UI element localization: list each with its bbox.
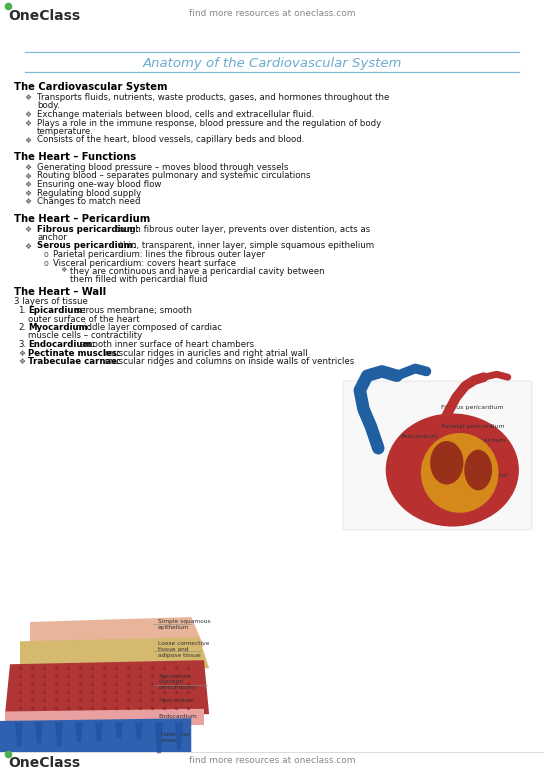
Text: ❖: ❖: [18, 349, 25, 357]
Text: Generating blood pressure – moves blood through vessels: Generating blood pressure – moves blood …: [37, 163, 288, 172]
Text: 2.: 2.: [18, 323, 26, 332]
Text: Fibrous pericardium: Fibrous pericardium: [441, 405, 504, 410]
Text: Routing blood – separates pulmonary and systemic circulations: Routing blood – separates pulmonary and …: [37, 172, 311, 180]
Text: Endocardium: Endocardium: [158, 715, 197, 719]
Text: ❖: ❖: [24, 197, 31, 206]
Text: outer surface of the heart: outer surface of the heart: [28, 314, 140, 323]
Text: Anatomy of the Cardiovascular System: Anatomy of the Cardiovascular System: [143, 57, 401, 70]
Text: Pectinate muscles:: Pectinate muscles:: [28, 349, 120, 357]
Text: muscle cells – contractility: muscle cells – contractility: [28, 332, 142, 340]
Text: ❖: ❖: [18, 357, 25, 366]
Text: The Heart – Pericardium: The Heart – Pericardium: [14, 213, 150, 223]
Polygon shape: [20, 638, 209, 668]
Text: temperature.: temperature.: [37, 127, 94, 136]
Text: Changes to match need: Changes to match need: [37, 197, 140, 206]
Text: Visceral pericardium: covers heart surface: Visceral pericardium: covers heart surfa…: [53, 259, 236, 267]
Text: Endocardium:: Endocardium:: [28, 340, 95, 349]
Text: Simple squamous
epithelium: Simple squamous epithelium: [158, 619, 211, 630]
Text: ❖: ❖: [24, 110, 31, 119]
Text: Loose connective
tissue and
adipose tissue: Loose connective tissue and adipose tiss…: [158, 641, 209, 658]
Text: Myocardium:: Myocardium:: [28, 323, 91, 332]
Text: muscular ridges and columns on inside walls of ventricles: muscular ridges and columns on inside wa…: [102, 357, 354, 366]
Text: OneClass: OneClass: [8, 756, 80, 770]
Text: body.: body.: [37, 102, 60, 111]
Polygon shape: [55, 722, 63, 745]
Text: ❖: ❖: [24, 163, 31, 172]
Text: OneClass: OneClass: [8, 9, 80, 23]
Text: anchor: anchor: [37, 233, 67, 242]
Text: Visceral pericardium
(or epicardium): Visceral pericardium (or epicardium): [441, 438, 506, 449]
Text: thin, transparent, inner layer, simple squamous epithelium: thin, transparent, inner layer, simple s…: [117, 242, 374, 250]
Polygon shape: [75, 722, 83, 750]
Text: Serous pericardium:: Serous pericardium:: [37, 242, 136, 250]
Text: Trabeculae carnae:: Trabeculae carnae:: [28, 357, 121, 366]
Text: ❖: ❖: [24, 172, 31, 180]
Text: they are continuous and have a pericardial cavity between: they are continuous and have a pericardi…: [70, 267, 325, 276]
Text: ❖: ❖: [24, 93, 31, 102]
Polygon shape: [30, 617, 204, 647]
Text: The Heart – Functions: The Heart – Functions: [14, 152, 136, 162]
Text: Plays a role in the immune response, blood pressure and the regulation of body: Plays a role in the immune response, blo…: [37, 119, 381, 128]
Text: Consists of the heart, blood vessels, capillary beds and blood.: Consists of the heart, blood vessels, ca…: [37, 136, 305, 145]
Text: Epicardium:: Epicardium:: [28, 306, 86, 315]
Text: Trabeculae
carnae: Trabeculae carnae: [158, 732, 190, 742]
Text: find more resources at oneclass.com: find more resources at oneclass.com: [189, 9, 355, 18]
Text: ❖: ❖: [24, 180, 31, 189]
Text: tough fibrous outer layer, prevents over distention, acts as: tough fibrous outer layer, prevents over…: [113, 225, 370, 233]
Text: ❖: ❖: [24, 225, 31, 233]
Text: find more resources at oneclass.com: find more resources at oneclass.com: [189, 756, 355, 765]
Text: 3.: 3.: [18, 340, 26, 349]
Polygon shape: [175, 722, 183, 755]
FancyBboxPatch shape: [343, 381, 532, 530]
Text: them filled with pericardial fluid: them filled with pericardial fluid: [70, 276, 207, 284]
Polygon shape: [135, 722, 143, 740]
Text: Exchange materials between blood, cells and extracellular fluid.: Exchange materials between blood, cells …: [37, 110, 314, 119]
Text: The Heart – Wall: The Heart – Wall: [14, 287, 106, 297]
Text: Pericardium: Pericardium: [400, 434, 438, 439]
Text: serous membrane; smooth: serous membrane; smooth: [73, 306, 192, 315]
Ellipse shape: [421, 433, 498, 513]
Polygon shape: [35, 722, 43, 748]
Text: muscular ridges in auricles and right atrial wall: muscular ridges in auricles and right at…: [102, 349, 307, 357]
Text: Fibrous pericardium:: Fibrous pericardium:: [37, 225, 139, 233]
Text: ❖: ❖: [24, 242, 31, 250]
Text: The Cardiovascular System: The Cardiovascular System: [14, 82, 168, 92]
Ellipse shape: [430, 441, 463, 484]
Text: Myocardium: Myocardium: [158, 698, 194, 703]
Polygon shape: [15, 722, 23, 743]
Text: Pericardial cavity
filled with pericardial
fluid: Pericardial cavity filled with pericardi…: [441, 467, 508, 484]
Ellipse shape: [386, 413, 519, 527]
Polygon shape: [5, 709, 204, 725]
Text: Regulating blood supply: Regulating blood supply: [37, 189, 141, 197]
Text: Parietal pericardium: lines the fibrous outer layer: Parietal pericardium: lines the fibrous …: [53, 250, 265, 259]
Text: middle layer composed of cardiac: middle layer composed of cardiac: [73, 323, 222, 332]
Text: ❖: ❖: [24, 189, 31, 197]
Text: Epicardium
(visceral
pericardium): Epicardium (visceral pericardium): [158, 674, 196, 690]
Polygon shape: [95, 722, 103, 738]
Text: Ensuring one-way blood flow: Ensuring one-way blood flow: [37, 180, 162, 189]
Text: ❖: ❖: [24, 136, 31, 145]
Text: o: o: [44, 259, 49, 267]
Polygon shape: [5, 660, 209, 715]
Text: o: o: [44, 250, 49, 259]
Polygon shape: [155, 722, 163, 746]
Text: ❖: ❖: [60, 267, 66, 273]
Text: Transports fluids, nutrients, waste products, gases, and hormones throughout the: Transports fluids, nutrients, waste prod…: [37, 93, 390, 102]
Text: 1.: 1.: [18, 306, 26, 315]
Text: ❖: ❖: [24, 119, 31, 128]
Ellipse shape: [465, 450, 492, 490]
Polygon shape: [0, 718, 191, 752]
Text: Parietal pericardium: Parietal pericardium: [441, 424, 505, 429]
Text: 3 layers of tissue: 3 layers of tissue: [14, 297, 88, 306]
Text: smooth inner surface of heart chambers: smooth inner surface of heart chambers: [77, 340, 255, 349]
Polygon shape: [115, 722, 123, 745]
